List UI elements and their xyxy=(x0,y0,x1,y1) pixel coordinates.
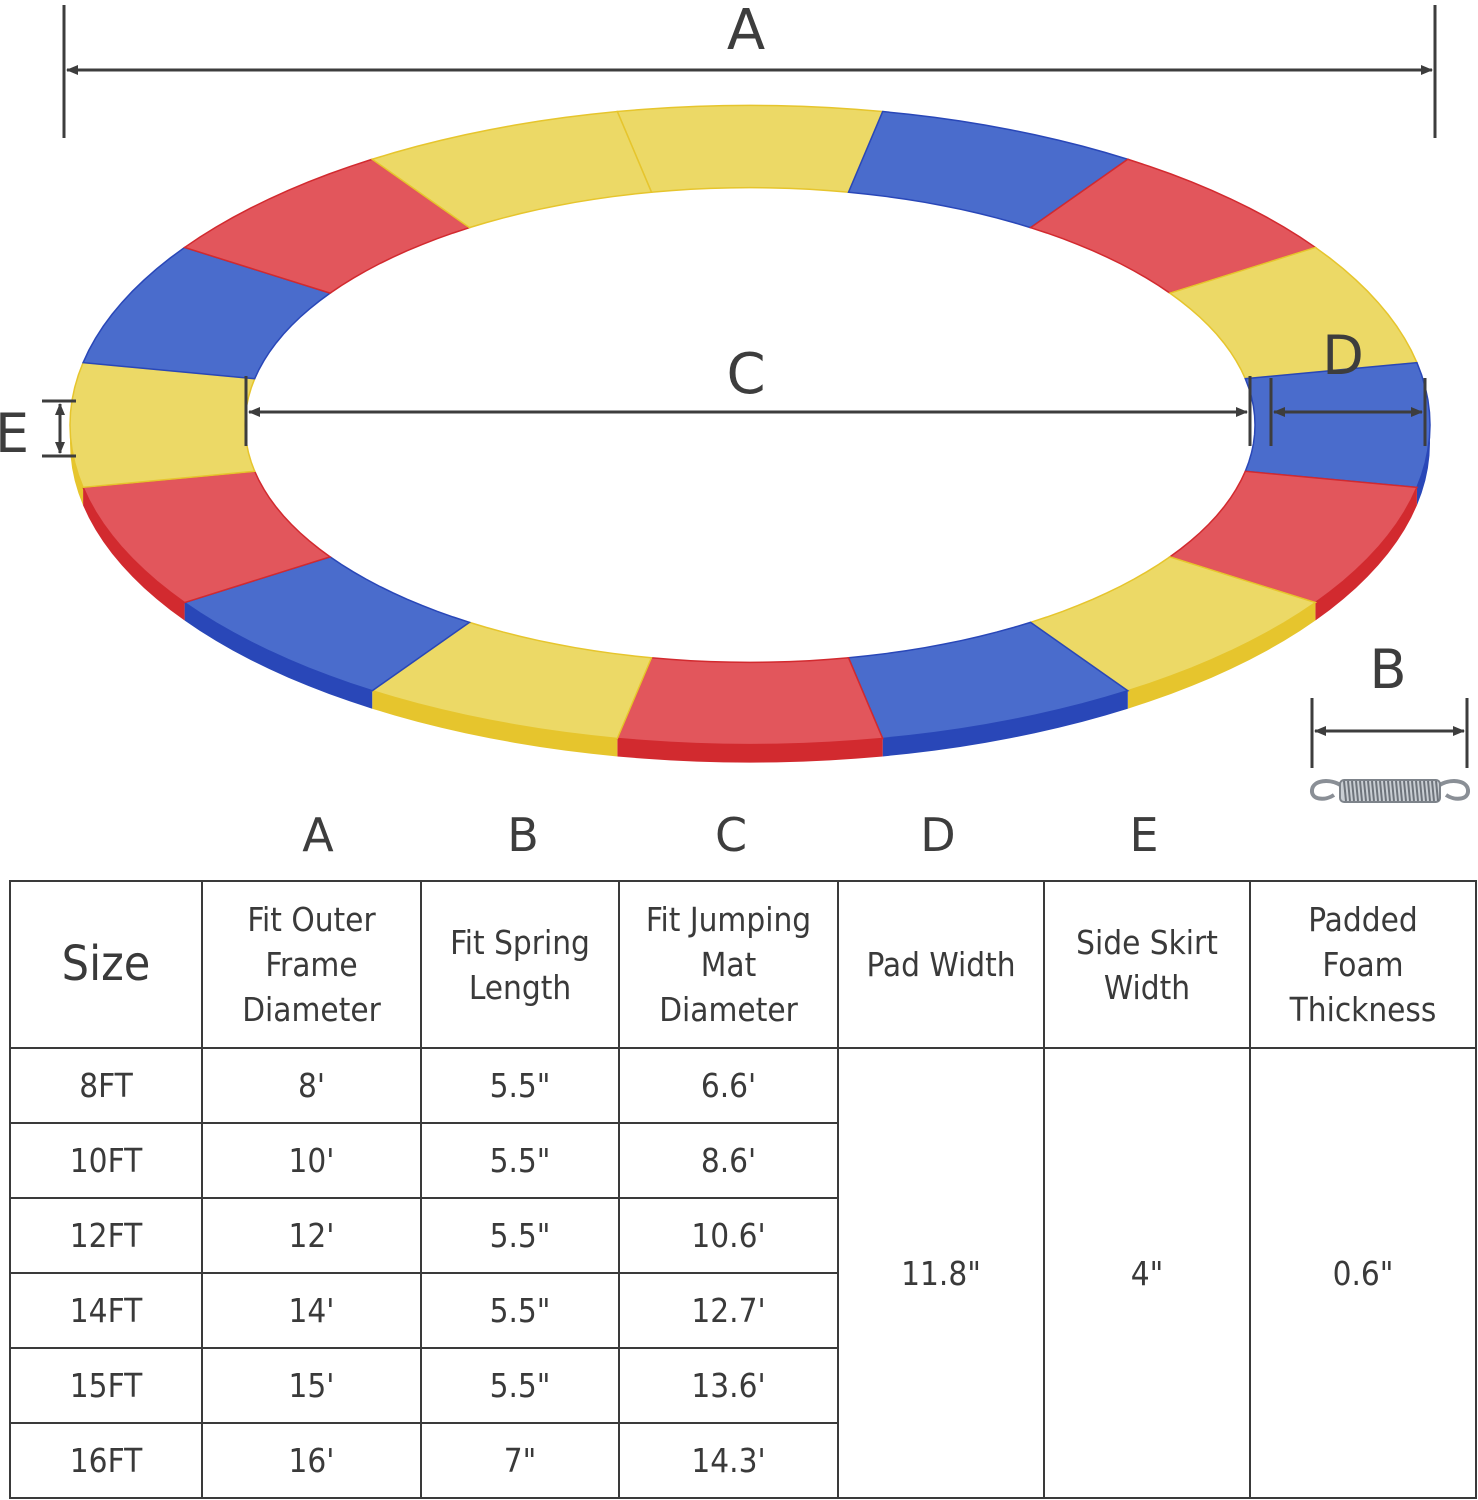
pad-segment-yellow xyxy=(370,110,653,229)
cell-pad-width: 11.8" xyxy=(837,1047,1045,1499)
cell-side-skirt-width: 4" xyxy=(1043,1047,1251,1499)
cell-spring-length: 7" xyxy=(420,1422,620,1499)
cell-spring-length: 5.5" xyxy=(420,1047,620,1124)
header-line: Foam xyxy=(1322,945,1404,984)
header-line: Length xyxy=(468,967,572,1007)
header-side-skirt-width: Side Skirt Width xyxy=(1043,880,1251,1049)
header-line: Pad Width xyxy=(866,945,1016,984)
header-size: Size xyxy=(9,880,203,1049)
header-line: Side Skirt xyxy=(1076,922,1218,962)
header-line: Mat xyxy=(700,945,757,984)
cell-mat-diameter: 13.6' xyxy=(618,1347,839,1424)
cell-size: 10FT xyxy=(9,1122,203,1199)
cell-outer-frame-diameter: 16' xyxy=(201,1422,422,1499)
header-line: Width xyxy=(1103,967,1191,1007)
cell-spring-length: 5.5" xyxy=(420,1122,620,1199)
column-letter-b: B xyxy=(507,808,539,862)
cell-outer-frame-diameter: 8' xyxy=(201,1047,422,1124)
header-line: Diameter xyxy=(242,990,381,1029)
pad-segment-side xyxy=(617,738,883,763)
header-spring-length: Fit Spring Length xyxy=(420,880,620,1049)
table-row: 12FT 12' 5.5" 10.6' xyxy=(9,1197,1476,1274)
column-letter-a: A xyxy=(302,808,334,862)
dimension-e-label: E xyxy=(0,402,29,465)
pad-ring-segments xyxy=(69,104,1431,746)
header-line: Thickness xyxy=(1289,990,1437,1029)
table-row: 10FT 10' 5.5" 8.6' xyxy=(9,1122,1476,1199)
cell-outer-frame-diameter: 10' xyxy=(201,1122,422,1199)
table-row: 16FT 16' 7" 14.3' xyxy=(9,1422,1476,1499)
cell-spring-length: 5.5" xyxy=(420,1272,620,1349)
header-line: Frame xyxy=(265,945,358,984)
tension-spring-icon xyxy=(1310,779,1470,803)
table-row: 8FT 8' 5.5" 6.6' 11.8" 4" 0.6" xyxy=(9,1047,1477,1499)
cell-outer-frame-diameter: 15' xyxy=(201,1347,422,1424)
column-letter-e: E xyxy=(1129,808,1159,862)
cell-spring-length: 5.5" xyxy=(420,1347,620,1424)
header-padded-foam-thickness: Padded Foam Thickness xyxy=(1249,880,1477,1049)
table-row: 15FT 15' 5.5" 13.6' xyxy=(9,1347,1476,1424)
dimension-d xyxy=(1269,378,1427,446)
header-line: Padded xyxy=(1308,900,1418,939)
header-line: Fit Outer xyxy=(247,900,376,939)
cell-mat-diameter: 12.7' xyxy=(618,1272,839,1349)
dimension-a xyxy=(62,5,1437,138)
table-row: 14FT 14' 5.5" 12.7' xyxy=(9,1272,1476,1349)
column-letter-c: C xyxy=(714,808,748,862)
cell-mat-diameter: 14.3' xyxy=(618,1422,839,1499)
dimension-d-label: D xyxy=(1322,324,1364,387)
pad-segment-side xyxy=(372,690,618,757)
dimension-e xyxy=(42,399,76,458)
header-line: Fit Spring xyxy=(450,922,590,962)
pad-segment-side xyxy=(882,690,1128,757)
cell-size: 8FT xyxy=(9,1047,203,1124)
pad-segment-red xyxy=(616,656,884,746)
table-header-row: Size Fit Outer Frame Diameter Fit Spring… xyxy=(9,880,1477,1049)
header-line: Diameter xyxy=(659,990,798,1029)
dimension-b xyxy=(1310,698,1469,768)
trampoline-pad-diagram: A C D E B xyxy=(0,0,1470,803)
header-pad-width: Pad Width xyxy=(837,880,1045,1049)
dimension-a-label: A xyxy=(727,0,765,63)
cell-size: 12FT xyxy=(9,1197,203,1274)
pad-segment-side xyxy=(1315,487,1417,621)
pad-segment-yellow xyxy=(69,361,256,489)
cell-mat-diameter: 8.6' xyxy=(618,1122,839,1199)
column-letter-d: D xyxy=(920,808,956,862)
cell-outer-frame-diameter: 12' xyxy=(201,1197,422,1274)
cell-size: 16FT xyxy=(9,1422,203,1499)
pad-segment-yellow xyxy=(616,104,884,194)
cell-mat-diameter: 6.6' xyxy=(618,1047,839,1124)
cell-spring-length: 5.5" xyxy=(420,1197,620,1274)
header-jumping-mat-diameter: Fit Jumping Mat Diameter xyxy=(618,880,839,1049)
cell-size: 14FT xyxy=(9,1272,203,1349)
dimension-b-label: B xyxy=(1369,638,1406,701)
cell-size: 15FT xyxy=(9,1347,203,1424)
header-outer-frame-diameter: Fit Outer Frame Diameter xyxy=(201,880,422,1049)
size-spec-table: Size Fit Outer Frame Diameter Fit Spring… xyxy=(9,880,1477,1499)
cell-foam-thickness: 0.6" xyxy=(1249,1047,1477,1499)
dimension-c-label: C xyxy=(726,342,765,407)
dimension-c xyxy=(244,376,1252,446)
pad-segment-side xyxy=(83,487,185,621)
cell-mat-diameter: 10.6' xyxy=(618,1197,839,1274)
header-line: Fit Jumping xyxy=(645,900,812,939)
cell-outer-frame-diameter: 14' xyxy=(201,1272,422,1349)
